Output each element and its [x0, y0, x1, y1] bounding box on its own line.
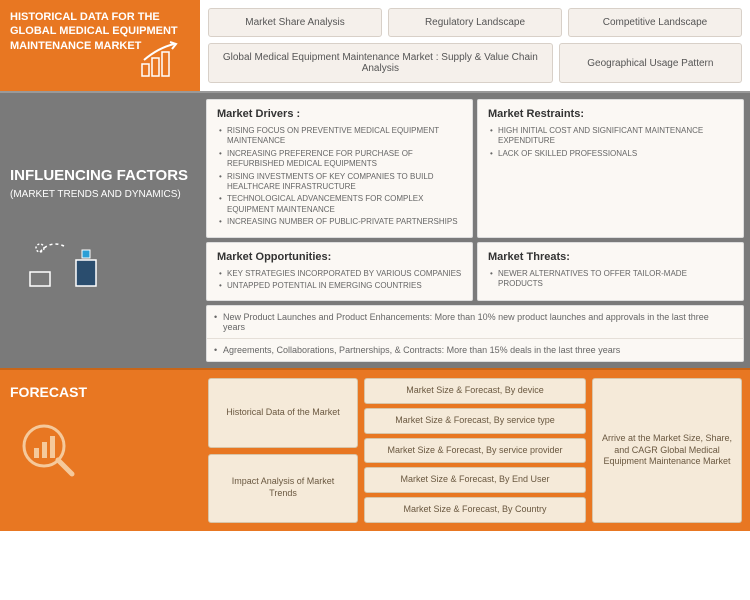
forecast-segment: Market Size & Forecast, By service provi… — [364, 438, 586, 464]
forecast-segment: Market Size & Forecast, By service type — [364, 408, 586, 434]
factor-note: Agreements, Collaborations, Partnerships… — [207, 339, 743, 361]
factor-card: Market Opportunities: KEY STRATEGIES INCO… — [206, 242, 473, 302]
forecast-title: FORECAST — [10, 384, 190, 400]
influencing-factors-subtitle: (MARKET TRENDS AND DYNAMICS) — [10, 189, 190, 200]
factor-item: NEWER ALTERNATIVES TO OFFER TAILOR-MADE … — [488, 268, 733, 291]
factor-card-title: Market Opportunities: — [217, 251, 462, 263]
forecast-segment: Market Size & Forecast, By device — [364, 378, 586, 404]
factor-item: LACK OF SKILLED PROFESSIONALS — [488, 148, 733, 160]
influencing-factors-section: INFLUENCING FACTORS (MARKET TRENDS AND D… — [0, 91, 750, 368]
forecast-segment: Market Size & Forecast, By End User — [364, 467, 586, 493]
pill-market-share: Market Share Analysis — [208, 8, 382, 37]
factor-note: New Product Launches and Product Enhance… — [207, 306, 743, 339]
forecast-outcome: Arrive at the Market Size, Share, and CA… — [592, 378, 742, 522]
factor-item: RISING INVESTMENTS OF KEY COMPANIES TO B… — [217, 171, 462, 194]
influencing-factors-notes: New Product Launches and Product Enhance… — [206, 305, 744, 362]
factor-item: UNTAPPED POTENTIAL IN EMERGING COUNTRIES — [217, 280, 462, 292]
forecast-input: Impact Analysis of Market Trends — [208, 454, 358, 523]
influencing-factors-header: INFLUENCING FACTORS (MARKET TRENDS AND D… — [0, 93, 200, 368]
factor-item: TECHNOLOGICAL ADVANCEMENTS FOR COMPLEX E… — [217, 193, 462, 216]
factor-card: Market Restraints: HIGH INITIAL COST AND … — [477, 99, 744, 238]
pill-supply-chain: Global Medical Equipment Maintenance Mar… — [208, 43, 553, 83]
pill-competitive: Competitive Landscape — [568, 8, 742, 37]
factor-card: Market Threats: NEWER ALTERNATIVES TO OFF… — [477, 242, 744, 302]
forecast-input: Historical Data of the Market — [208, 378, 358, 447]
forecast-content: Historical Data of the Market Impact Anal… — [200, 370, 750, 530]
historical-data-header: HISTORICAL DATA FOR THE GLOBAL MEDICAL E… — [0, 0, 200, 91]
forecast-header: FORECAST — [0, 370, 200, 530]
factor-item: HIGH INITIAL COST AND SIGNIFICANT MAINTE… — [488, 125, 733, 148]
forecast-segment: Market Size & Forecast, By Country — [364, 497, 586, 523]
factor-card: Market Drivers : RISING FOCUS ON PREVENTI… — [206, 99, 473, 238]
bar-chart-arrow-icon — [140, 40, 188, 83]
historical-data-section: HISTORICAL DATA FOR THE GLOBAL MEDICAL E… — [0, 0, 750, 91]
influencing-factors-content: Market Drivers : RISING FOCUS ON PREVENTI… — [200, 93, 750, 368]
factor-card-title: Market Restraints: — [488, 108, 733, 120]
factor-item: RISING FOCUS ON PREVENTIVE MEDICAL EQUIP… — [217, 125, 462, 148]
balance-scale-icon — [20, 230, 190, 295]
magnifier-chart-icon — [18, 420, 190, 485]
influencing-factors-title: INFLUENCING FACTORS — [10, 167, 190, 185]
pill-regulatory: Regulatory Landscape — [388, 8, 562, 37]
historical-data-pills: Market Share Analysis Regulatory Landsca… — [200, 0, 750, 91]
forecast-section: FORECAST Historical Data of the Market Im… — [0, 368, 750, 530]
factor-card-title: Market Drivers : — [217, 108, 462, 120]
pill-geo-usage: Geographical Usage Pattern — [559, 43, 742, 83]
factor-card-title: Market Threats: — [488, 251, 733, 263]
factor-item: KEY STRATEGIES INCORPORATED BY VARIOUS C… — [217, 268, 462, 280]
factor-item: INCREASING NUMBER OF PUBLIC-PRIVATE PART… — [217, 216, 462, 228]
factor-item: INCREASING PREFERENCE FOR PURCHASE OF RE… — [217, 148, 462, 171]
